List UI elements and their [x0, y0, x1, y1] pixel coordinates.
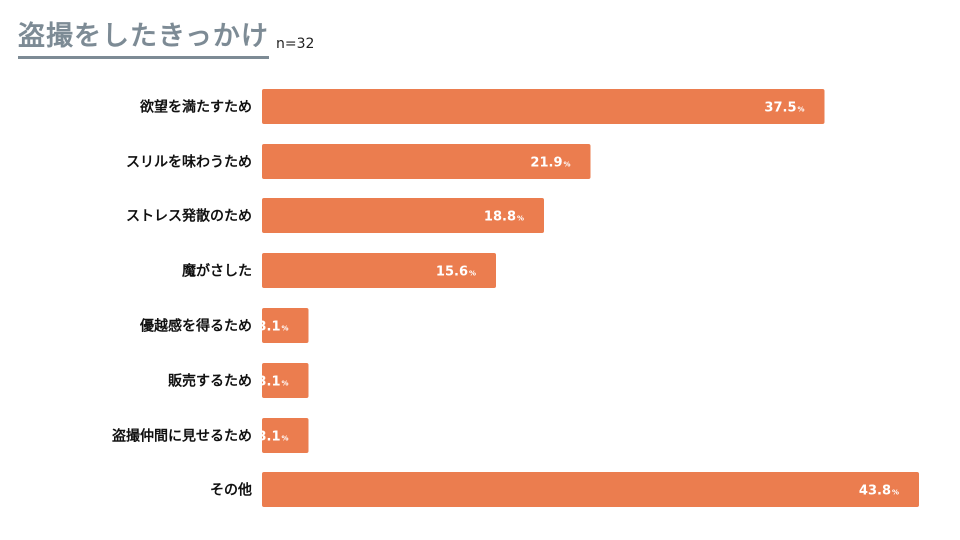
category-label-5: 販売するため — [168, 373, 252, 390]
value-unit-1: % — [564, 161, 571, 169]
bar-5 — [262, 363, 309, 398]
value-unit-5: % — [282, 380, 289, 388]
category-label-4: 優越感を得るため — [139, 318, 252, 335]
category-label-0: 欲望を満たすため — [139, 99, 252, 116]
value-label-3: 15.6 — [436, 265, 468, 280]
value-unit-3: % — [469, 270, 476, 278]
value-label-0: 37.5 — [764, 101, 796, 116]
value-label-5: 3.1 — [257, 375, 280, 390]
category-label-1: スリルを味わうため — [126, 155, 252, 171]
bar-6 — [262, 418, 309, 453]
page-title: 盗撮をしたきっかけ — [18, 20, 269, 59]
category-label-2: ストレス発散のため — [126, 208, 252, 225]
bar-7 — [262, 472, 919, 507]
value-label-2: 18.8 — [484, 210, 516, 225]
bar-2 — [262, 198, 544, 233]
value-label-4: 3.1 — [257, 320, 280, 335]
bar-1 — [262, 144, 591, 179]
bar-0 — [262, 89, 825, 124]
value-label-6: 3.1 — [257, 430, 280, 445]
bar-3 — [262, 253, 496, 288]
category-label-3: 魔がさした — [182, 263, 252, 280]
category-label-7: その他 — [210, 482, 252, 499]
value-unit-6: % — [282, 435, 289, 443]
value-label-7: 43.8 — [859, 484, 891, 499]
value-label-1: 21.9 — [530, 156, 562, 171]
sample-size-label: n=32 — [276, 36, 315, 52]
value-unit-4: % — [282, 325, 289, 333]
value-unit-2: % — [517, 215, 524, 223]
category-label-6: 盗撮仲間に見せるため — [112, 428, 252, 445]
bar-4 — [262, 308, 309, 343]
value-unit-0: % — [798, 106, 805, 114]
value-unit-7: % — [892, 489, 899, 497]
